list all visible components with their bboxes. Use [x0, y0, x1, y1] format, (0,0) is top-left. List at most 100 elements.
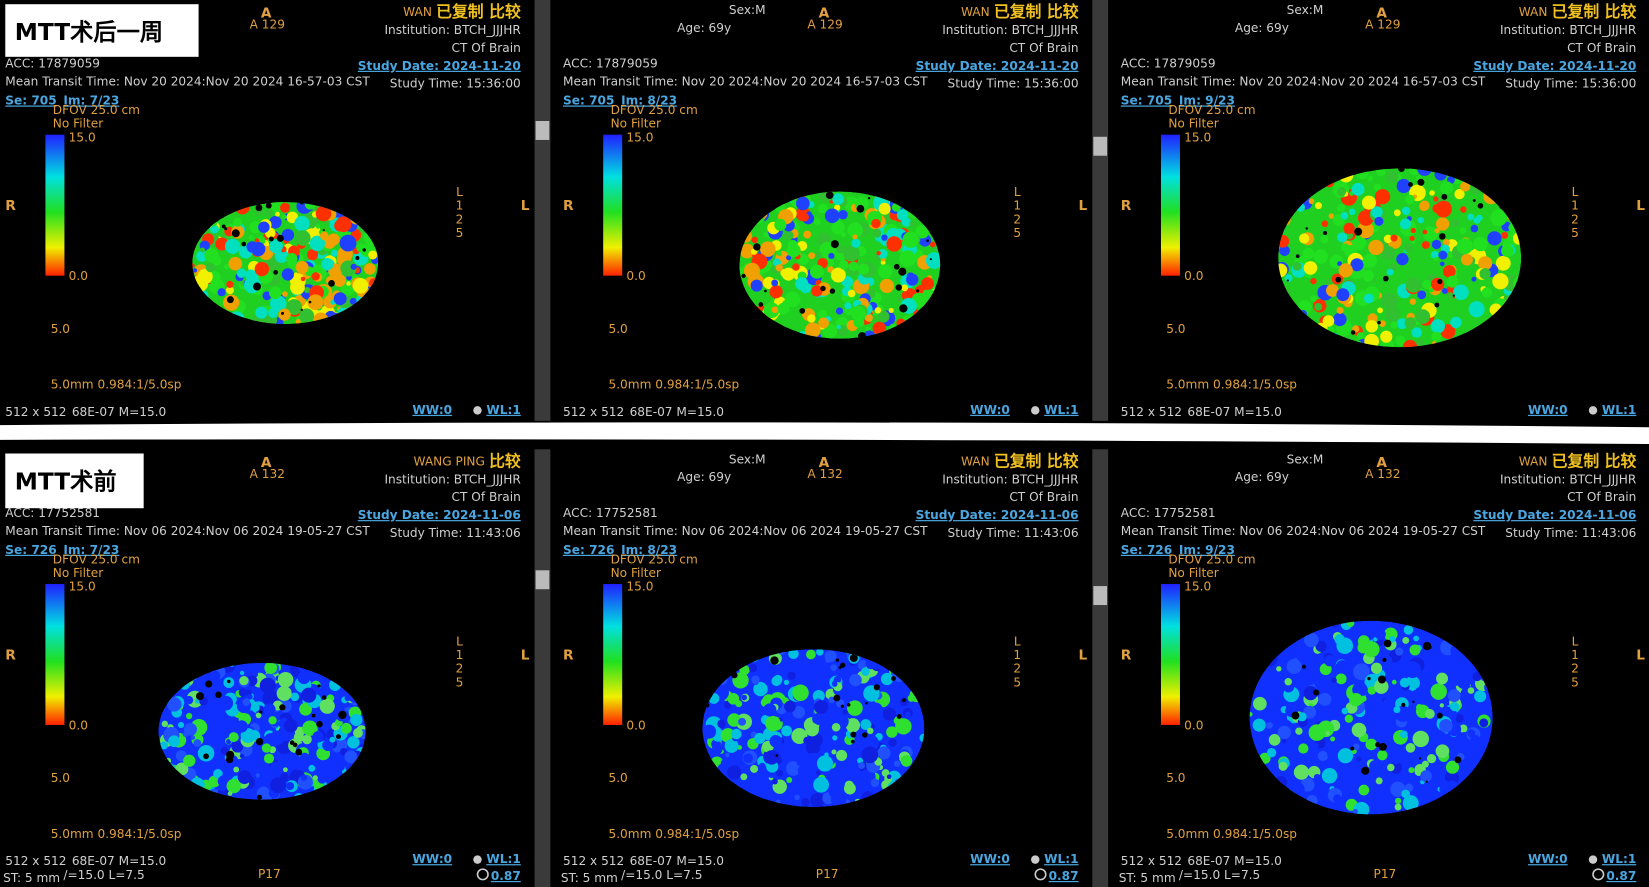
- map-spot: [860, 719, 872, 731]
- window-width[interactable]: WW:0: [1528, 403, 1568, 417]
- scroll-thumb[interactable]: [535, 570, 550, 590]
- map-spot: [1435, 744, 1450, 758]
- series[interactable]: Se: 705: [563, 94, 614, 108]
- scroll-thumb[interactable]: [1093, 586, 1108, 606]
- study-date[interactable]: Study Date: 2024-11-20: [1473, 59, 1636, 73]
- mtt-time: Mean Transit Time: Nov 06 2024:Nov 06 20…: [1121, 524, 1486, 538]
- map-void: [830, 240, 839, 249]
- scroll-thumb[interactable]: [535, 121, 550, 140]
- window-level[interactable]: WL:1: [1044, 852, 1078, 866]
- scrollbar[interactable]: [534, 449, 551, 887]
- zoom[interactable]: 0.87: [1606, 869, 1636, 883]
- map-spot: [1352, 743, 1360, 751]
- map-spot: [753, 681, 768, 697]
- map-spot: [1436, 672, 1449, 685]
- map-spot: [1385, 170, 1399, 183]
- window-level[interactable]: WL:1: [1602, 403, 1636, 417]
- protocol: CT Of Brain: [452, 490, 521, 504]
- map-spot: [872, 228, 882, 238]
- series[interactable]: Se: 705: [1121, 94, 1172, 108]
- map-spot: [1336, 637, 1354, 654]
- study-date[interactable]: Study Date: 2024-11-20: [358, 59, 521, 73]
- map-spot: [183, 754, 196, 767]
- map-spot: [836, 749, 848, 761]
- institution: Institution: BTCH_JJJHR: [1500, 23, 1637, 37]
- map-spot: [322, 739, 334, 752]
- window-level[interactable]: WL:1: [1602, 852, 1636, 866]
- map-spot: [1416, 338, 1425, 347]
- scale-max: 15.0: [69, 580, 96, 594]
- window-width[interactable]: WW:0: [970, 403, 1010, 417]
- scrollbar[interactable]: [1092, 449, 1109, 887]
- map-spot: [814, 218, 821, 225]
- image-index[interactable]: Im: 7/23: [63, 543, 119, 557]
- image-index[interactable]: Im: 9/23: [1179, 543, 1235, 557]
- map-spot: [811, 285, 823, 297]
- study-date[interactable]: Study Date: 2024-11-06: [1473, 508, 1636, 522]
- study-date[interactable]: Study Date: 2024-11-20: [916, 59, 1079, 73]
- zoom[interactable]: 0.87: [491, 869, 521, 883]
- map-void: [279, 704, 286, 711]
- study-date[interactable]: Study Date: 2024-11-06: [358, 508, 521, 522]
- map-spot: [1318, 692, 1332, 706]
- map-spot: [302, 734, 312, 745]
- series[interactable]: Se: 726: [1121, 543, 1172, 557]
- map-spot: [220, 746, 229, 755]
- map-spot: [825, 657, 831, 663]
- map-spot: [1454, 188, 1465, 200]
- map-spot: [1356, 332, 1365, 340]
- map-spot: [786, 761, 801, 776]
- map-spot: [281, 268, 295, 281]
- map-spot: [1447, 689, 1461, 702]
- slice-pos: A 132: [807, 467, 842, 481]
- image-index[interactable]: Im: 8/23: [621, 543, 677, 557]
- left-marker: L: [1079, 648, 1088, 664]
- scroll-thumb[interactable]: [1093, 136, 1108, 156]
- map-spot: [1474, 690, 1487, 703]
- map-spot: [1473, 236, 1488, 252]
- map-spot: [283, 767, 288, 773]
- window-width[interactable]: WW:0: [412, 403, 452, 417]
- map-spot: [1361, 195, 1376, 210]
- map-spot: [1365, 738, 1378, 751]
- zoom[interactable]: 0.87: [1049, 869, 1079, 883]
- map-spot: [794, 794, 800, 800]
- image-index[interactable]: Im: 8/23: [621, 94, 677, 108]
- map-spot: [806, 649, 816, 660]
- window-width[interactable]: WW:0: [1528, 852, 1568, 866]
- side-scale: 1: [1013, 648, 1021, 662]
- window-width[interactable]: WW:0: [412, 852, 452, 866]
- map-spot: [1337, 203, 1346, 213]
- series[interactable]: Se: 726: [5, 543, 56, 557]
- map-void: [929, 258, 932, 261]
- window-level[interactable]: WL:1: [486, 403, 520, 417]
- map-spot: [1399, 218, 1411, 230]
- scale-mid: 5.0: [51, 771, 70, 785]
- filter: No Filter: [1168, 566, 1218, 580]
- map-spot: [765, 715, 781, 732]
- map-spot: [1401, 789, 1410, 799]
- map-spot: [269, 286, 282, 300]
- scrollbar[interactable]: [1092, 0, 1109, 421]
- map-spot: [1315, 678, 1328, 691]
- map-spot: [263, 703, 276, 716]
- map-spot: [896, 209, 909, 221]
- series[interactable]: Se: 726: [563, 543, 614, 557]
- window-level[interactable]: WL:1: [1044, 403, 1078, 417]
- map-void: [281, 311, 285, 315]
- map-spot: [1434, 765, 1441, 772]
- image-index[interactable]: Im: 9/23: [1179, 94, 1235, 108]
- meta: 68E-07 M=15.0: [72, 854, 166, 868]
- series[interactable]: Se: 705: [5, 94, 56, 108]
- mtt-time: Mean Transit Time: Nov 20 2024:Nov 20 20…: [1121, 75, 1486, 89]
- compare-tag: 已复制 比较: [1552, 2, 1637, 21]
- study-date[interactable]: Study Date: 2024-11-06: [916, 508, 1079, 522]
- window-width[interactable]: WW:0: [970, 852, 1010, 866]
- image-index[interactable]: Im: 7/23: [63, 94, 119, 108]
- scrollbar[interactable]: [534, 0, 551, 421]
- side-scale: 1: [456, 648, 464, 662]
- brightness-icon: [1588, 855, 1598, 864]
- map-spot: [786, 243, 801, 258]
- map-void: [840, 704, 845, 708]
- window-level[interactable]: WL:1: [486, 852, 520, 866]
